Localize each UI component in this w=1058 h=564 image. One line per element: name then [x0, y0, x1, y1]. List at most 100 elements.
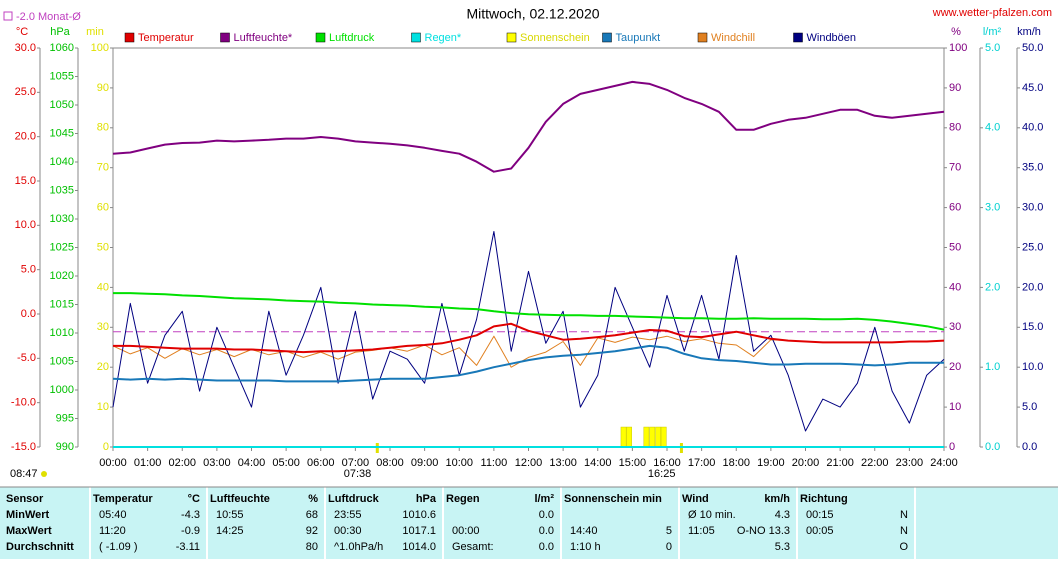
x-tick-label: 16:00: [653, 457, 681, 469]
y-tick-label: 40.0: [1022, 122, 1043, 134]
y-tick-label: 30.0: [1022, 202, 1043, 214]
sunshine-bar: [620, 426, 627, 448]
series-line: [112, 335, 945, 368]
y-tick-label: 30: [949, 321, 961, 333]
y-tick-label: 1015: [50, 298, 74, 310]
table-cell: -4.3: [181, 509, 200, 521]
y-tick-label: 1035: [50, 184, 74, 196]
table-header: Temperatur: [93, 493, 153, 505]
sunshine-bar: [655, 426, 662, 448]
table-cell: 0.0: [539, 525, 554, 537]
y-tick-label: 1025: [50, 241, 74, 253]
y-tick-label: 20.0: [15, 131, 36, 143]
y-tick-label: 25.0: [1022, 241, 1043, 253]
table-cell: Gesamt:: [452, 541, 494, 553]
legend-label: Taupunkt: [616, 32, 661, 44]
table-header: Sensor: [6, 493, 44, 505]
legend-swatch: [220, 32, 230, 43]
table-cell: MaxWert: [6, 525, 52, 537]
y-tick-label: 1020: [50, 270, 74, 282]
legend-swatch: [793, 32, 803, 43]
table-cell: N: [900, 509, 908, 521]
y-tick-label: 5.0: [1022, 401, 1037, 413]
x-tick-label: 15:00: [619, 457, 647, 469]
x-tick-label: 12:00: [515, 457, 543, 469]
table-cell: O-NO 13.3: [737, 525, 790, 537]
y-tick-label: 1045: [50, 127, 74, 139]
y-tick-label: 1040: [50, 156, 74, 168]
x-tick-label: 02:00: [168, 457, 196, 469]
series-line: [113, 292, 945, 331]
y-tick-label: 15.0: [1022, 321, 1043, 333]
y-tick-label: 0.0: [1022, 441, 1037, 453]
day-length: 08:47: [10, 468, 38, 480]
table-cell: 1010.6: [402, 509, 436, 521]
x-tick-label: 05:00: [272, 457, 300, 469]
axis-unit: km/h: [1017, 26, 1041, 38]
table-cell: 14:40: [570, 525, 598, 537]
y-tick-label: 30.0: [15, 42, 36, 54]
table-header: Richtung: [800, 493, 848, 505]
table-cell: 23:55: [334, 509, 362, 521]
x-tick-label: 00:00: [99, 457, 127, 469]
y-tick-label: 60: [949, 202, 961, 214]
x-tick-label: 19:00: [757, 457, 785, 469]
y-tick-label: 1005: [50, 355, 74, 367]
table-cell: -0.9: [181, 525, 200, 537]
y-tick-label: 2.0: [985, 281, 1000, 293]
table-background: [0, 487, 1058, 559]
x-tick-label: 13:00: [549, 457, 577, 469]
series-line: [112, 344, 944, 383]
y-tick-label: 10: [949, 401, 961, 413]
table-cell: 10:55: [216, 509, 244, 521]
y-tick-label: 1050: [50, 99, 74, 111]
table-cell: MinWert: [6, 509, 50, 521]
table-cell: 1:10 h: [570, 541, 601, 553]
table-cell: N: [900, 525, 908, 537]
table-cell: 92: [306, 525, 318, 537]
series-line: [113, 322, 945, 354]
y-tick-label: 100: [949, 42, 967, 54]
x-tick-label: 18:00: [722, 457, 750, 469]
x-tick-label: 11:00: [481, 457, 508, 469]
table-cell: 00:30: [334, 525, 362, 537]
y-tick-label: 1010: [50, 327, 74, 339]
x-tick-label: 10:00: [445, 457, 473, 469]
legend-swatch: [124, 32, 135, 43]
y-tick-label: 1030: [50, 213, 74, 225]
y-tick-label: 40: [97, 281, 109, 293]
y-tick-label: 50: [949, 241, 961, 253]
sunshine-bar: [649, 426, 656, 448]
y-tick-label: 10.0: [1022, 361, 1043, 373]
table-cell: Ø 10 min.: [688, 509, 736, 521]
table-cell: 4.3: [775, 509, 790, 521]
table-cell: 5.3: [775, 541, 790, 553]
legend-swatch: [602, 32, 612, 43]
table-unit: l/m²: [534, 493, 554, 505]
table-unit: hPa: [416, 493, 437, 505]
table-cell: 00:05: [806, 525, 834, 537]
x-tick-label: 06:00: [307, 457, 335, 469]
table-unit: km/h: [764, 493, 790, 505]
y-tick-label: 15.0: [15, 175, 36, 187]
average-label: -2.0 Monat-Ø: [16, 11, 81, 23]
y-tick-label: 0.0: [21, 308, 36, 320]
x-tick-label: 22:00: [861, 457, 889, 469]
table-cell: ( -1.09 ): [99, 541, 138, 553]
plot-frame: [112, 47, 945, 448]
y-tick-label: 90: [949, 82, 961, 94]
table-cell: 80: [306, 541, 318, 553]
x-tick-label: 07:00: [342, 457, 370, 469]
y-tick-label: -10.0: [11, 397, 36, 409]
table-cell: 1017.1: [402, 525, 436, 537]
table-cell: 0.0: [539, 509, 554, 521]
y-tick-label: 35.0: [1022, 162, 1043, 174]
table-cell: 68: [306, 509, 318, 521]
axis-unit: hPa: [50, 26, 70, 38]
x-tick-label: 01:00: [134, 457, 162, 469]
table-cell: 11:20: [99, 525, 126, 537]
y-tick-label: 20: [949, 361, 961, 373]
table-cell: 05:40: [99, 509, 127, 521]
